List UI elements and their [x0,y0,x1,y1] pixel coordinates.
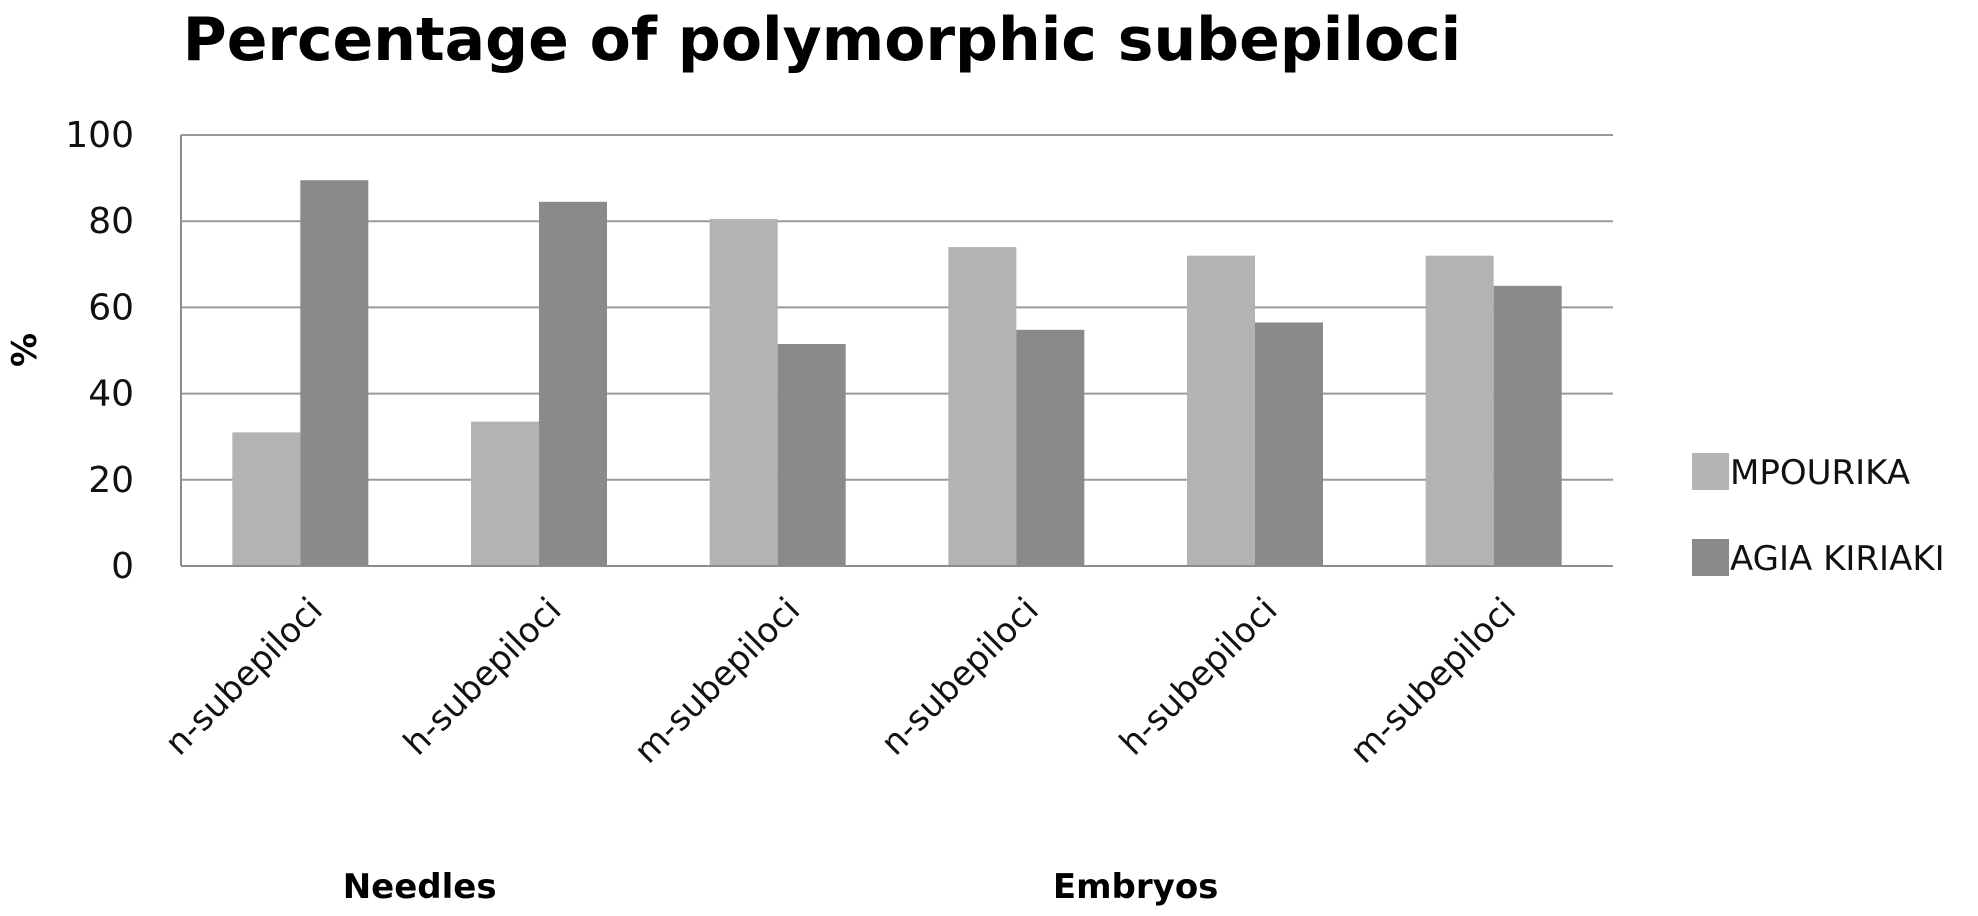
legend: MPOURIKA AGIA KIRIAKI [1692,453,1945,579]
y-tick-label: 40 [88,374,134,415]
bar-mpourika [232,432,301,566]
y-tick-label: 100 [65,115,134,156]
x-category-label: h-subepiloci [396,590,569,763]
y-axis-label: % [5,333,45,367]
legend-label: MPOURIKA [1730,453,1910,493]
bar-mpourika [1425,255,1494,566]
x-category-labels: n-subepiloci h-subepiloci m-subepiloci n-su… [157,590,1524,771]
x-category-label: n-subepiloci [157,590,330,763]
bar-mpourika [948,247,1017,566]
y-tick-label: 80 [88,201,134,242]
legend-swatch [1692,539,1729,576]
group-label: Embryos [1053,867,1219,907]
y-tick-label: 0 [111,546,134,587]
bar-agia-kiriaki [777,344,846,566]
bar-mpourika [471,421,539,566]
group-labels: Needles Embryos [343,867,1219,907]
bar-mpourika [709,219,778,567]
x-category-label: n-subepiloci [873,590,1046,763]
y-tick-label: 60 [88,287,134,328]
bar-agia-kiriaki [1493,285,1562,566]
y-tick-label: 20 [88,460,134,501]
chart-title: Percentage of polymorphic subepiloci [183,5,1462,75]
gridlines [181,134,1613,567]
bar-agia-kiriaki [539,201,607,566]
y-tick-labels: 0 20 40 60 80 100 [65,115,134,587]
bar-agia-kiriaki [300,180,369,566]
x-category-label: m-subepiloci [1343,590,1524,771]
x-category-label: m-subepiloci [627,590,808,771]
legend-swatch [1692,453,1729,490]
x-category-label: h-subepiloci [1112,590,1285,763]
bars [232,180,1562,567]
bar-agia-kiriaki [1255,322,1323,566]
legend-label: AGIA KIRIAKI [1730,539,1945,579]
bar-mpourika [1187,255,1255,566]
bar-agia-kiriaki [1016,329,1085,566]
axes [180,135,1613,567]
group-label: Needles [343,867,497,907]
